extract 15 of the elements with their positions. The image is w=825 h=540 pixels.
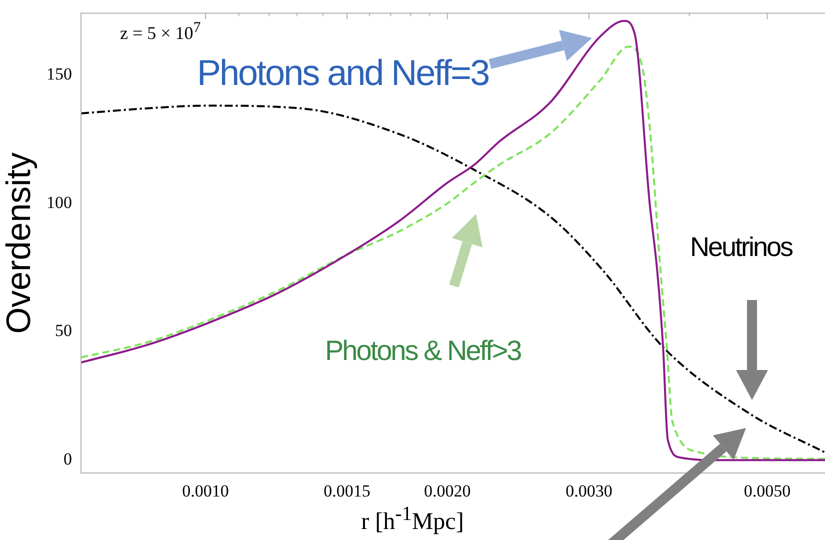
x-axis-title: r [h$^{-1}$Mpc] (360, 503, 465, 536)
text: Photons & Neff>3 (325, 335, 521, 367)
y-tick-label: 0 (64, 450, 72, 469)
y-tick-label: 100 (46, 192, 72, 212)
text: Neutrinos (690, 232, 792, 263)
x-tick-label: 0.0050 (744, 482, 791, 501)
series-label: Photons and Neff=3 (197, 52, 489, 94)
x-tick-label: 0.0015 (324, 482, 370, 501)
y-tick-label: 50 (55, 321, 72, 340)
x-tick-label: 0.0010 (182, 482, 229, 501)
annotation: z = 5 × 10$^{7}$ (120, 20, 201, 44)
x-tick-label: 0.0030 (566, 482, 612, 501)
x-tick-label: 0.0020 (424, 482, 471, 501)
y-axis-title: Overdensity (0, 152, 38, 334)
y-tick-label: 150 (46, 64, 72, 84)
